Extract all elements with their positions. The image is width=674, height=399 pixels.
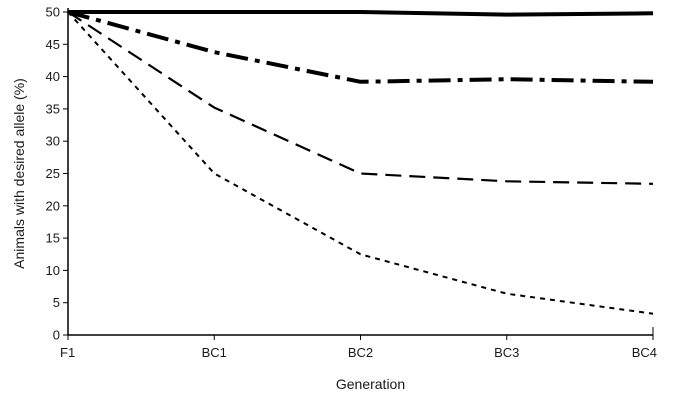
y-tick-label: 40 — [46, 69, 60, 84]
x-tick-label: BC1 — [202, 345, 227, 360]
y-tick-label: 0 — [53, 328, 60, 343]
y-axis-title: Animals with desired allele (%) — [11, 78, 27, 269]
y-tick-label: 10 — [46, 263, 60, 278]
y-tick-label: 5 — [53, 295, 60, 310]
y-tick-label: 25 — [46, 166, 60, 181]
x-tick-label: BC2 — [348, 345, 373, 360]
series-line-4 — [67, 11, 654, 315]
y-tick-label: 35 — [46, 101, 60, 116]
y-axis-ticks: 0 5 10 15 20 25 30 35 40 45 50 — [46, 5, 68, 343]
x-axis-ticks: F1 BC1 BC2 BC3 BC4 — [60, 335, 657, 360]
y-tick-label: 50 — [46, 5, 60, 20]
series-line-1 — [68, 10, 654, 17]
series-line-2 — [67, 10, 654, 84]
y-tick-label: 20 — [46, 198, 60, 213]
x-tick-label: BC4 — [632, 345, 657, 360]
series-line-3 — [67, 11, 654, 185]
y-tick-label: 45 — [46, 37, 60, 52]
series-lines — [67, 10, 654, 315]
x-tick-label: BC3 — [494, 345, 519, 360]
y-tick-label: 15 — [46, 231, 60, 246]
y-tick-label: 30 — [46, 134, 60, 149]
x-tick-label: F1 — [60, 345, 75, 360]
x-axis-title: Generation — [336, 376, 405, 392]
